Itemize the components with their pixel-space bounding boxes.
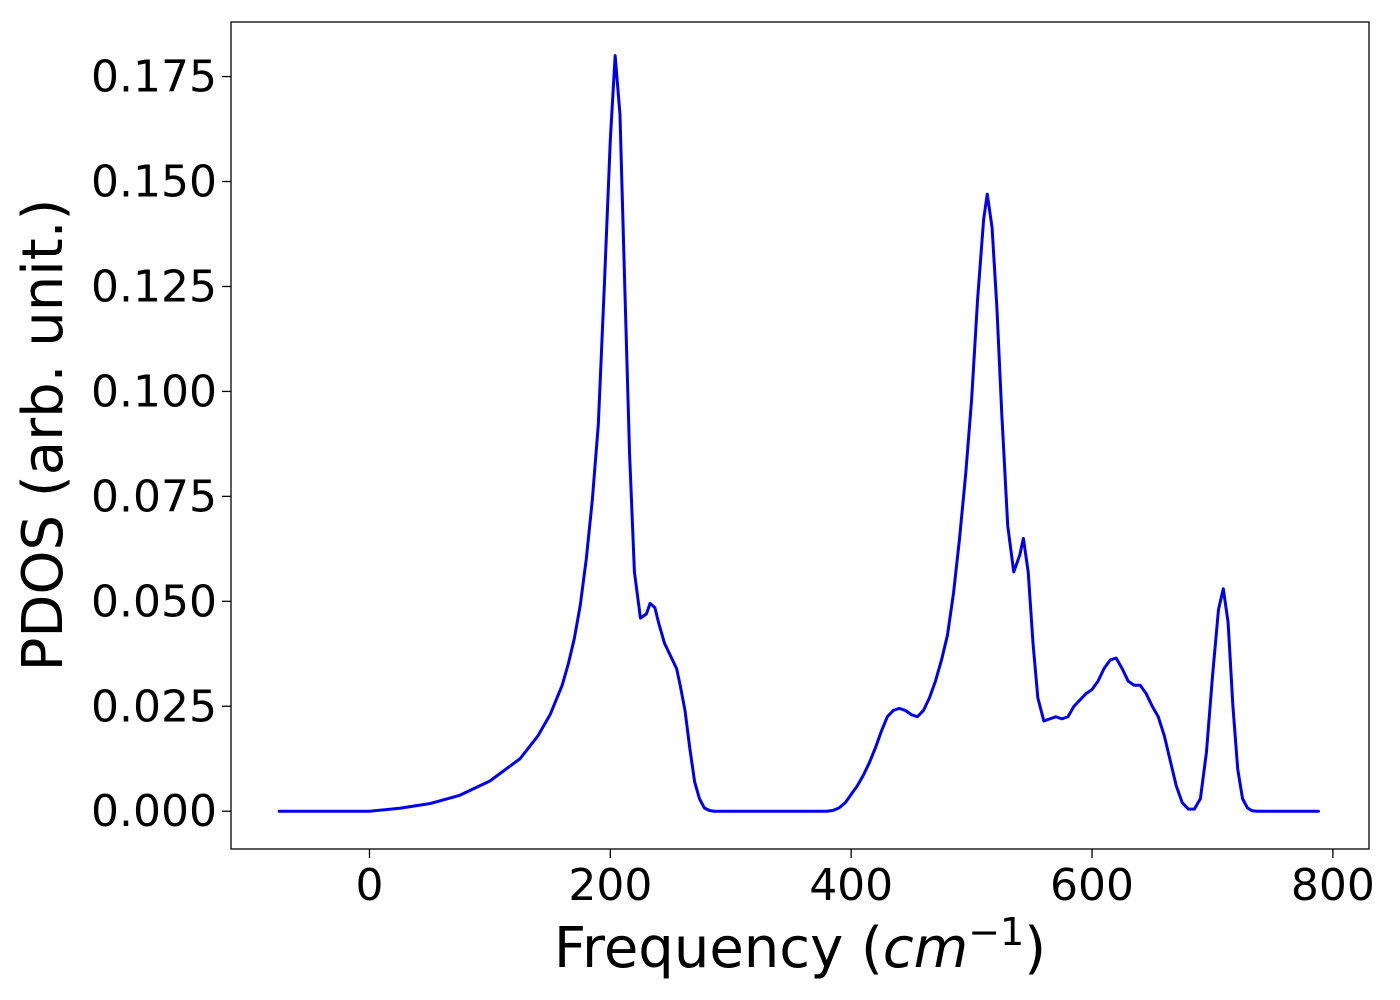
y-tick-label: 0.125: [91, 261, 217, 312]
x-tick-label: 800: [1291, 860, 1375, 911]
y-tick-label: 0.050: [91, 576, 217, 627]
y-axis-label: PDOS (arb. unit.): [11, 199, 76, 672]
y-axis-ticks: 0.000 0.025 0.050 0.075 0.100 0.125 0.150 0.175: [91, 52, 231, 837]
y-tick-label: 0.025: [91, 681, 217, 732]
y-tick-label: 0.075: [91, 471, 217, 522]
plot-area: [277, 54, 1320, 813]
x-axis-label-exponent: −1: [968, 910, 1024, 954]
y-tick-label: 0.175: [91, 52, 217, 103]
x-tick-label: 600: [1050, 860, 1134, 911]
x-axis-ticks: 0 200 400 600 800: [355, 849, 1375, 911]
x-tick-label: 200: [568, 860, 652, 911]
y-tick-label: 0.150: [91, 157, 217, 208]
plot-frame: [230, 21, 1370, 850]
y-tick-label: 0.100: [91, 366, 217, 417]
x-tick-label: 400: [809, 860, 893, 911]
y-tick-label: 0.000: [91, 786, 217, 837]
series-line: [277, 54, 1320, 813]
x-axis-label-unit: cm: [883, 916, 968, 981]
x-axis-label-prefix: Frequency (: [554, 916, 883, 981]
x-axis-label-suffix: ): [1024, 916, 1046, 981]
x-tick-label: 0: [355, 860, 383, 911]
x-axis-label: Frequency (cm−1): [554, 910, 1046, 981]
